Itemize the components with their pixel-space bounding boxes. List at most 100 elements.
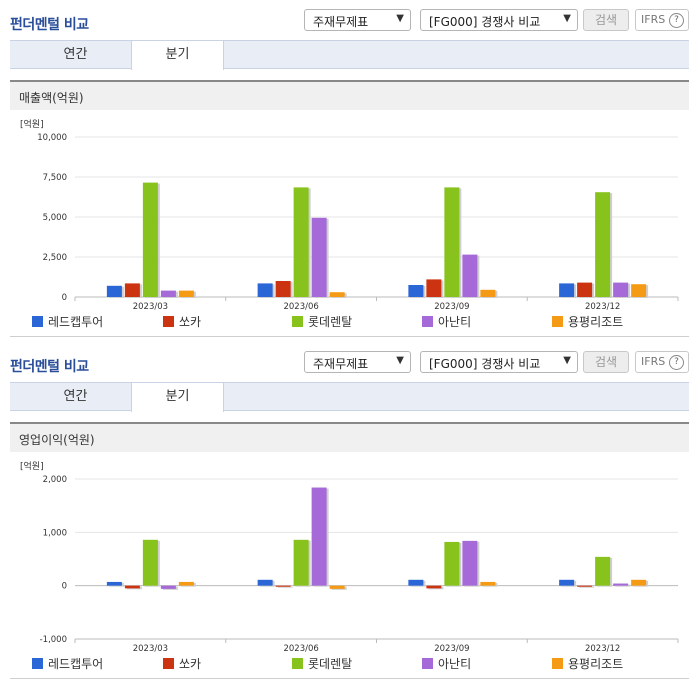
- bar: [631, 284, 647, 297]
- legend-label: 쏘카: [179, 657, 202, 671]
- bar: [480, 289, 496, 297]
- tab-annual[interactable]: 연간: [63, 389, 88, 404]
- legend-item[interactable]: 아난티: [422, 655, 471, 672]
- question-circle-icon[interactable]: ?: [669, 355, 684, 370]
- legend-swatch: [552, 316, 563, 327]
- peer-group-value: [FG000] 경쟁사 비교: [429, 15, 541, 29]
- y-tick-label: 7,500: [43, 173, 67, 183]
- legend-item[interactable]: 쏘카: [163, 655, 201, 672]
- peer-group-value: [FG000] 경쟁사 비교: [429, 357, 541, 371]
- y-tick-label: 5,000: [43, 213, 67, 223]
- bar: [178, 581, 194, 586]
- bar: [444, 541, 460, 586]
- legend-item[interactable]: 레드캡투어: [32, 313, 103, 330]
- y-tick-label: 10,000: [37, 133, 67, 143]
- x-tick-label: 2023/06: [283, 644, 318, 654]
- bar-shadow: [277, 586, 293, 588]
- bar: [559, 579, 575, 586]
- legend-item[interactable]: 용평리조트: [552, 655, 623, 672]
- search-button[interactable]: 검색: [583, 9, 629, 31]
- legend-swatch: [163, 316, 174, 327]
- bar: [408, 579, 424, 586]
- bar: [293, 187, 309, 297]
- bar: [329, 585, 345, 589]
- fundamental-panel-sales: 펀더멘털 비교 주재무제표 ▼ [FG000] 경쟁사 비교 ▼ 검색 IFRS…: [10, 9, 689, 337]
- bar: [142, 182, 158, 297]
- legend-swatch: [292, 658, 303, 669]
- fundamental-panel-op-income: 펀더멘털 비교 주재무제표 ▼ [FG000] 경쟁사 비교 ▼ 검색 IFRS…: [0, 342, 696, 684]
- legend-item[interactable]: 레드캡투어: [32, 655, 103, 672]
- chevron-down-icon: ▼: [563, 13, 571, 24]
- legend-swatch: [32, 316, 43, 327]
- legend-swatch: [163, 658, 174, 669]
- legend-label: 아난티: [438, 657, 472, 671]
- bar: [408, 285, 424, 297]
- legend-item[interactable]: 용평리조트: [552, 313, 623, 330]
- bar: [257, 283, 273, 297]
- peer-group-select[interactable]: [FG000] 경쟁사 비교 ▼: [420, 9, 578, 31]
- chart-section-title: 매출액(억원): [19, 91, 84, 105]
- tab-quarterly[interactable]: 분기: [131, 41, 224, 70]
- bar: [480, 581, 496, 586]
- bar-shadow: [579, 586, 595, 588]
- ifrs-label: IFRS: [641, 13, 666, 26]
- y-tick-label: 2,500: [43, 253, 67, 263]
- legend-item[interactable]: 롯데렌탈: [292, 655, 352, 672]
- chevron-down-icon: ▼: [396, 355, 404, 366]
- divider: [10, 678, 689, 679]
- legend-label: 롯데렌탈: [308, 657, 353, 671]
- y-tick-label: 0: [62, 582, 67, 592]
- panel-header: 펀더멘털 비교 주재무제표 ▼ [FG000] 경쟁사 비교 ▼ 검색 IFRS…: [0, 342, 696, 382]
- bar: [106, 285, 122, 297]
- y-tick-label: 1,000: [43, 528, 67, 538]
- bar: [595, 556, 611, 586]
- chart-section-header: 영업이익(억원): [10, 422, 689, 452]
- x-tick-label: 2023/09: [434, 644, 469, 654]
- legend-swatch: [32, 658, 43, 669]
- legend-label: 레드캡투어: [48, 657, 104, 671]
- chevron-down-icon: ▼: [396, 13, 404, 24]
- chart-section-title: 영업이익(억원): [19, 433, 95, 447]
- y-axis-unit-label: [억원]: [20, 118, 44, 130]
- bar: [595, 192, 611, 297]
- legend-item[interactable]: 쏘카: [163, 313, 201, 330]
- bar: [426, 585, 442, 589]
- x-tick-label: 2023/09: [434, 302, 469, 312]
- search-button[interactable]: 검색: [583, 351, 629, 373]
- legend-swatch: [552, 658, 563, 669]
- legend-label: 용평리조트: [568, 315, 624, 329]
- legend-item[interactable]: 아난티: [422, 313, 471, 330]
- x-tick-label: 2023/03: [133, 302, 168, 312]
- bar: [124, 585, 140, 589]
- bar: [462, 540, 478, 586]
- bar: [275, 585, 291, 587]
- ifrs-button[interactable]: IFRS ?: [635, 351, 689, 373]
- bar: [257, 579, 273, 586]
- y-tick-label: 0: [62, 293, 67, 303]
- legend-item[interactable]: 롯데렌탈: [292, 313, 352, 330]
- question-circle-icon[interactable]: ?: [669, 13, 684, 28]
- bar: [426, 279, 442, 297]
- tab-quarterly[interactable]: 분기: [131, 383, 224, 412]
- statement-type-select[interactable]: 주재무제표 ▼: [304, 9, 411, 31]
- peer-group-select[interactable]: [FG000] 경쟁사 비교 ▼: [420, 351, 578, 373]
- legend-label: 레드캡투어: [48, 315, 104, 329]
- bar: [275, 281, 291, 297]
- legend-label: 아난티: [438, 315, 472, 329]
- bar: [462, 254, 478, 297]
- period-tabs: 연간 분기: [10, 382, 689, 412]
- tab-annual[interactable]: 연간: [63, 47, 88, 62]
- op-income-bar-chart: [억원] -1,000 0 1,000 2,000 2023/03 2023/06 2023/…: [20, 460, 679, 654]
- bar: [160, 585, 176, 589]
- bar: [124, 283, 140, 297]
- bar: [613, 282, 629, 297]
- legend-label: 롯데렌탈: [308, 315, 353, 329]
- bar: [178, 290, 194, 297]
- bar: [106, 581, 122, 586]
- chart-section-header: 매출액(억원): [10, 80, 689, 110]
- bar: [631, 579, 647, 586]
- bar: [142, 539, 158, 586]
- bar: [293, 539, 309, 586]
- ifrs-button[interactable]: IFRS ?: [635, 9, 689, 31]
- statement-type-select[interactable]: 주재무제표 ▼: [304, 351, 411, 373]
